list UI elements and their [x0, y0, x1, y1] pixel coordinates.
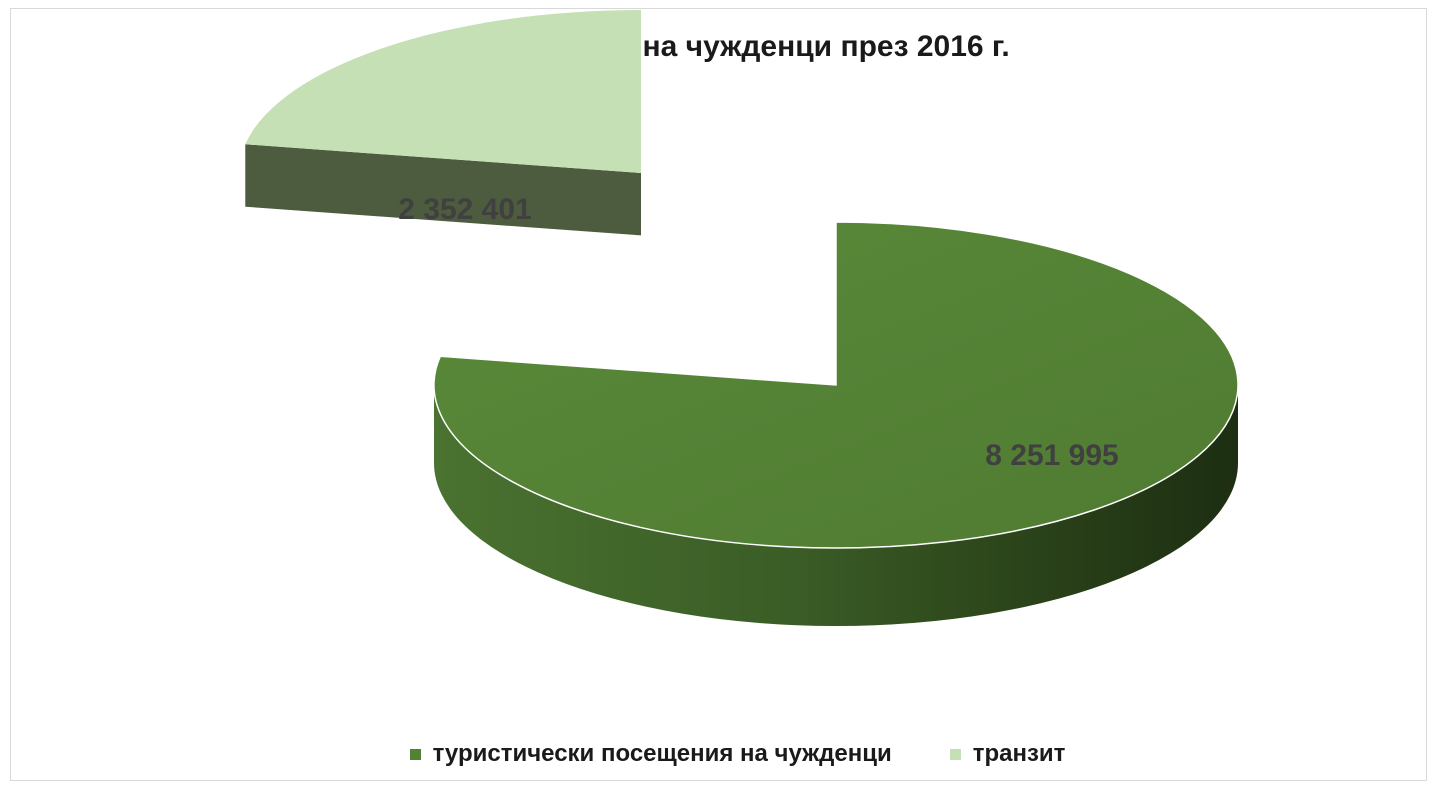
slice-transit-top — [245, 10, 641, 173]
legend-item-transit: транзит — [949, 740, 1066, 768]
slice-tourist-top — [433, 221, 1239, 549]
slice-transit-side — [245, 144, 641, 236]
data-label-tourist: 8 251 995 — [985, 439, 1118, 472]
legend-label-transit: транзит — [972, 740, 1066, 767]
legend-swatch-transit — [949, 748, 961, 760]
legend-label-tourist: туристически посещения на чужденци — [432, 740, 892, 767]
legend-item-tourist: туристически посещения на чужденци — [409, 740, 892, 768]
slice-tourist-side — [434, 385, 1238, 626]
legend-swatch-tourist — [409, 748, 421, 760]
data-label-transit: 2 352 401 — [398, 193, 531, 226]
legend: туристически посещения на чужденци транз… — [0, 740, 1435, 768]
